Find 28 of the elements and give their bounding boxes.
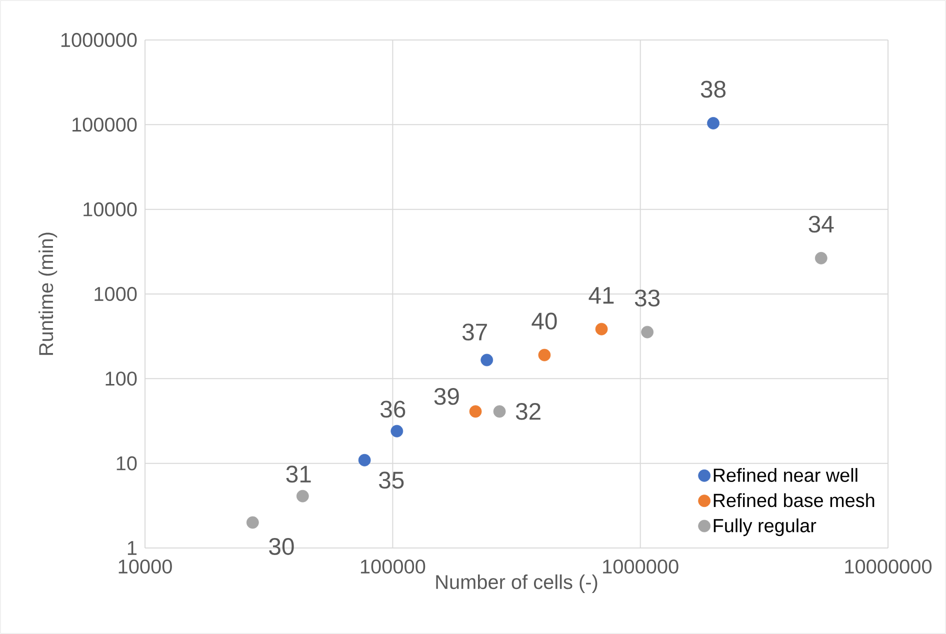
annotation: 32 [516, 402, 540, 420]
y-tick-label: 100000 [72, 118, 137, 132]
y-tick-label: 1000 [94, 286, 137, 302]
legend-label: Refined base mesh [714, 493, 874, 508]
y-tick-label: 10 [116, 456, 137, 470]
annotation: 38 [700, 80, 726, 98]
x-tick-label: 1000000 [603, 560, 678, 574]
y-tick-label: 100 [106, 372, 137, 386]
y-tick-label: 1000000 [61, 32, 137, 48]
legend-label: Refined near well [714, 468, 858, 482]
x-tick-label: 100000 [360, 560, 426, 574]
legend-label: Fully regular [714, 518, 816, 536]
annotation: 30 [269, 538, 294, 555]
y-tick-label: 10000 [84, 202, 137, 216]
y-axis-title: Runtime (min) [38, 232, 58, 355]
annotation: 39 [434, 388, 459, 405]
y-tick-label: 1 [128, 541, 137, 555]
annotation: 33 [634, 290, 660, 307]
annotation: 37 [462, 324, 487, 340]
x-tick-label: 10000000 [845, 560, 932, 574]
x-tick-label: 10000 [118, 560, 172, 574]
x-axis-title: Number of cells (-) [436, 574, 598, 594]
annotation: 35 [378, 472, 404, 489]
annotation: 41 [588, 287, 614, 304]
annotation: 31 [286, 466, 311, 483]
annotation: 36 [380, 400, 406, 418]
annotation: 40 [532, 312, 557, 330]
annotation: 34 [808, 216, 834, 233]
